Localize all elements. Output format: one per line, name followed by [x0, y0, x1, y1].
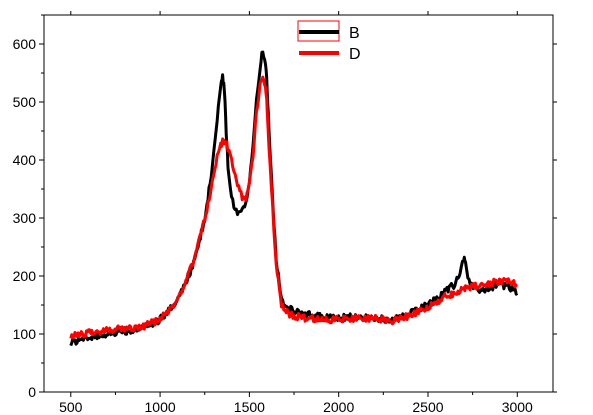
x-tick-label: 1000 — [145, 399, 176, 415]
legend: BD — [297, 20, 361, 63]
y-tick-label: 200 — [13, 268, 37, 284]
series-line-d — [69, 75, 518, 340]
x-tick-label: 1500 — [234, 399, 265, 415]
legend-label-d: D — [349, 46, 361, 63]
axes: 500 1000 1500 2000 2500 3000 0 100 200 300 400 500 6… — [13, 11, 557, 415]
legend-label-b: B — [349, 25, 360, 42]
series-line-b — [69, 50, 519, 347]
plot-frame — [43, 14, 554, 393]
series-lines — [69, 50, 519, 347]
y-tick-label: 300 — [13, 210, 37, 226]
x-tick-label: 2500 — [412, 399, 443, 415]
y-tick-label: 100 — [13, 326, 37, 342]
y-tick-label: 400 — [13, 152, 37, 168]
y-tick-label: 500 — [13, 94, 37, 110]
x-tick-label: 3000 — [502, 399, 533, 415]
x-tick-label: 2000 — [323, 399, 354, 415]
y-tick-label: 600 — [13, 36, 37, 52]
y-tick-label: 0 — [28, 384, 36, 400]
x-tick-label: 500 — [59, 399, 83, 415]
